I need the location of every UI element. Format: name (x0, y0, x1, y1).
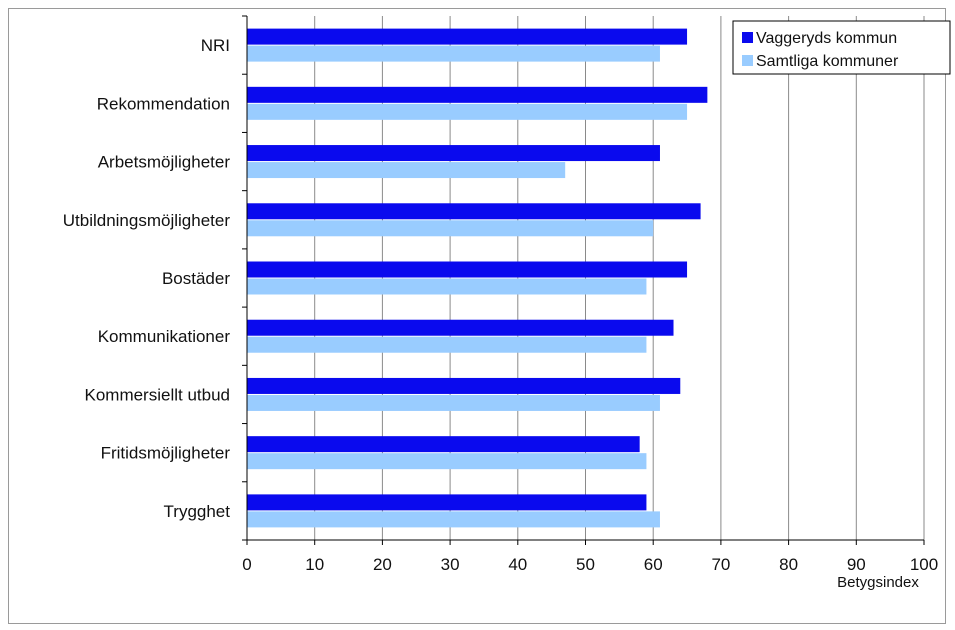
x-tick-label: 40 (508, 555, 527, 574)
category-label: NRI (201, 36, 230, 55)
x-tick-label: 60 (644, 555, 663, 574)
axes (242, 15, 925, 545)
category-label: Kommersiellt utbud (84, 385, 230, 404)
legend-label-samtliga: Samtliga kommuner (756, 53, 899, 70)
category-label: Trygghet (164, 502, 231, 521)
gridlines (314, 16, 925, 540)
bar-vaggeryds (247, 319, 674, 336)
legend-swatch-samtliga (742, 55, 753, 66)
category-label: Arbetsmöjligheter (98, 153, 231, 172)
bar-samtliga (247, 103, 688, 120)
bar-vaggeryds (247, 203, 701, 220)
x-tick-label: 0 (242, 555, 251, 574)
bar-samtliga (247, 511, 660, 528)
bar-samtliga (247, 336, 647, 353)
bar-samtliga (247, 162, 566, 179)
category-label: Kommunikationer (98, 327, 231, 346)
x-tick-label: 70 (711, 555, 730, 574)
legend: Vaggeryds kommun Samtliga kommuner (732, 20, 951, 75)
category-label: Bostäder (162, 269, 230, 288)
x-tick-label: 80 (779, 555, 798, 574)
category-labels: NRI Rekommendation Arbetsmöjligheter Utbild… (63, 36, 231, 521)
bar-samtliga (247, 394, 660, 411)
category-label: Fritidsmöjligheter (101, 444, 231, 463)
bar-vaggeryds (247, 145, 660, 162)
bar-samtliga (247, 278, 647, 295)
x-tick-label: 30 (441, 555, 460, 574)
bar-vaggeryds (247, 377, 681, 394)
bar-vaggeryds (247, 494, 647, 511)
x-tick-label: 20 (373, 555, 392, 574)
x-tick-label: 100 (910, 555, 938, 574)
x-axis-title: Betygsindex (837, 574, 919, 591)
legend-swatch-vaggeryds (742, 32, 753, 43)
x-tick-label: 50 (576, 555, 595, 574)
category-label: Utbildningsmöjligheter (63, 211, 231, 230)
legend-label-vaggeryds: Vaggeryds kommun (756, 30, 897, 47)
x-tick-labels: 0 10 20 30 40 50 60 70 80 90 100 (242, 555, 938, 574)
bar-vaggeryds (247, 436, 640, 453)
bar-vaggeryds (247, 261, 688, 278)
bar-samtliga (247, 45, 660, 62)
x-tick-label: 90 (847, 555, 866, 574)
bar-vaggeryds (247, 28, 688, 45)
category-label: Rekommendation (97, 94, 230, 113)
bar-samtliga (247, 453, 647, 470)
legend-box (732, 20, 951, 75)
bars (247, 28, 708, 528)
bar-samtliga (247, 220, 654, 237)
x-tick-label: 10 (305, 555, 324, 574)
bar-vaggeryds (247, 86, 708, 103)
